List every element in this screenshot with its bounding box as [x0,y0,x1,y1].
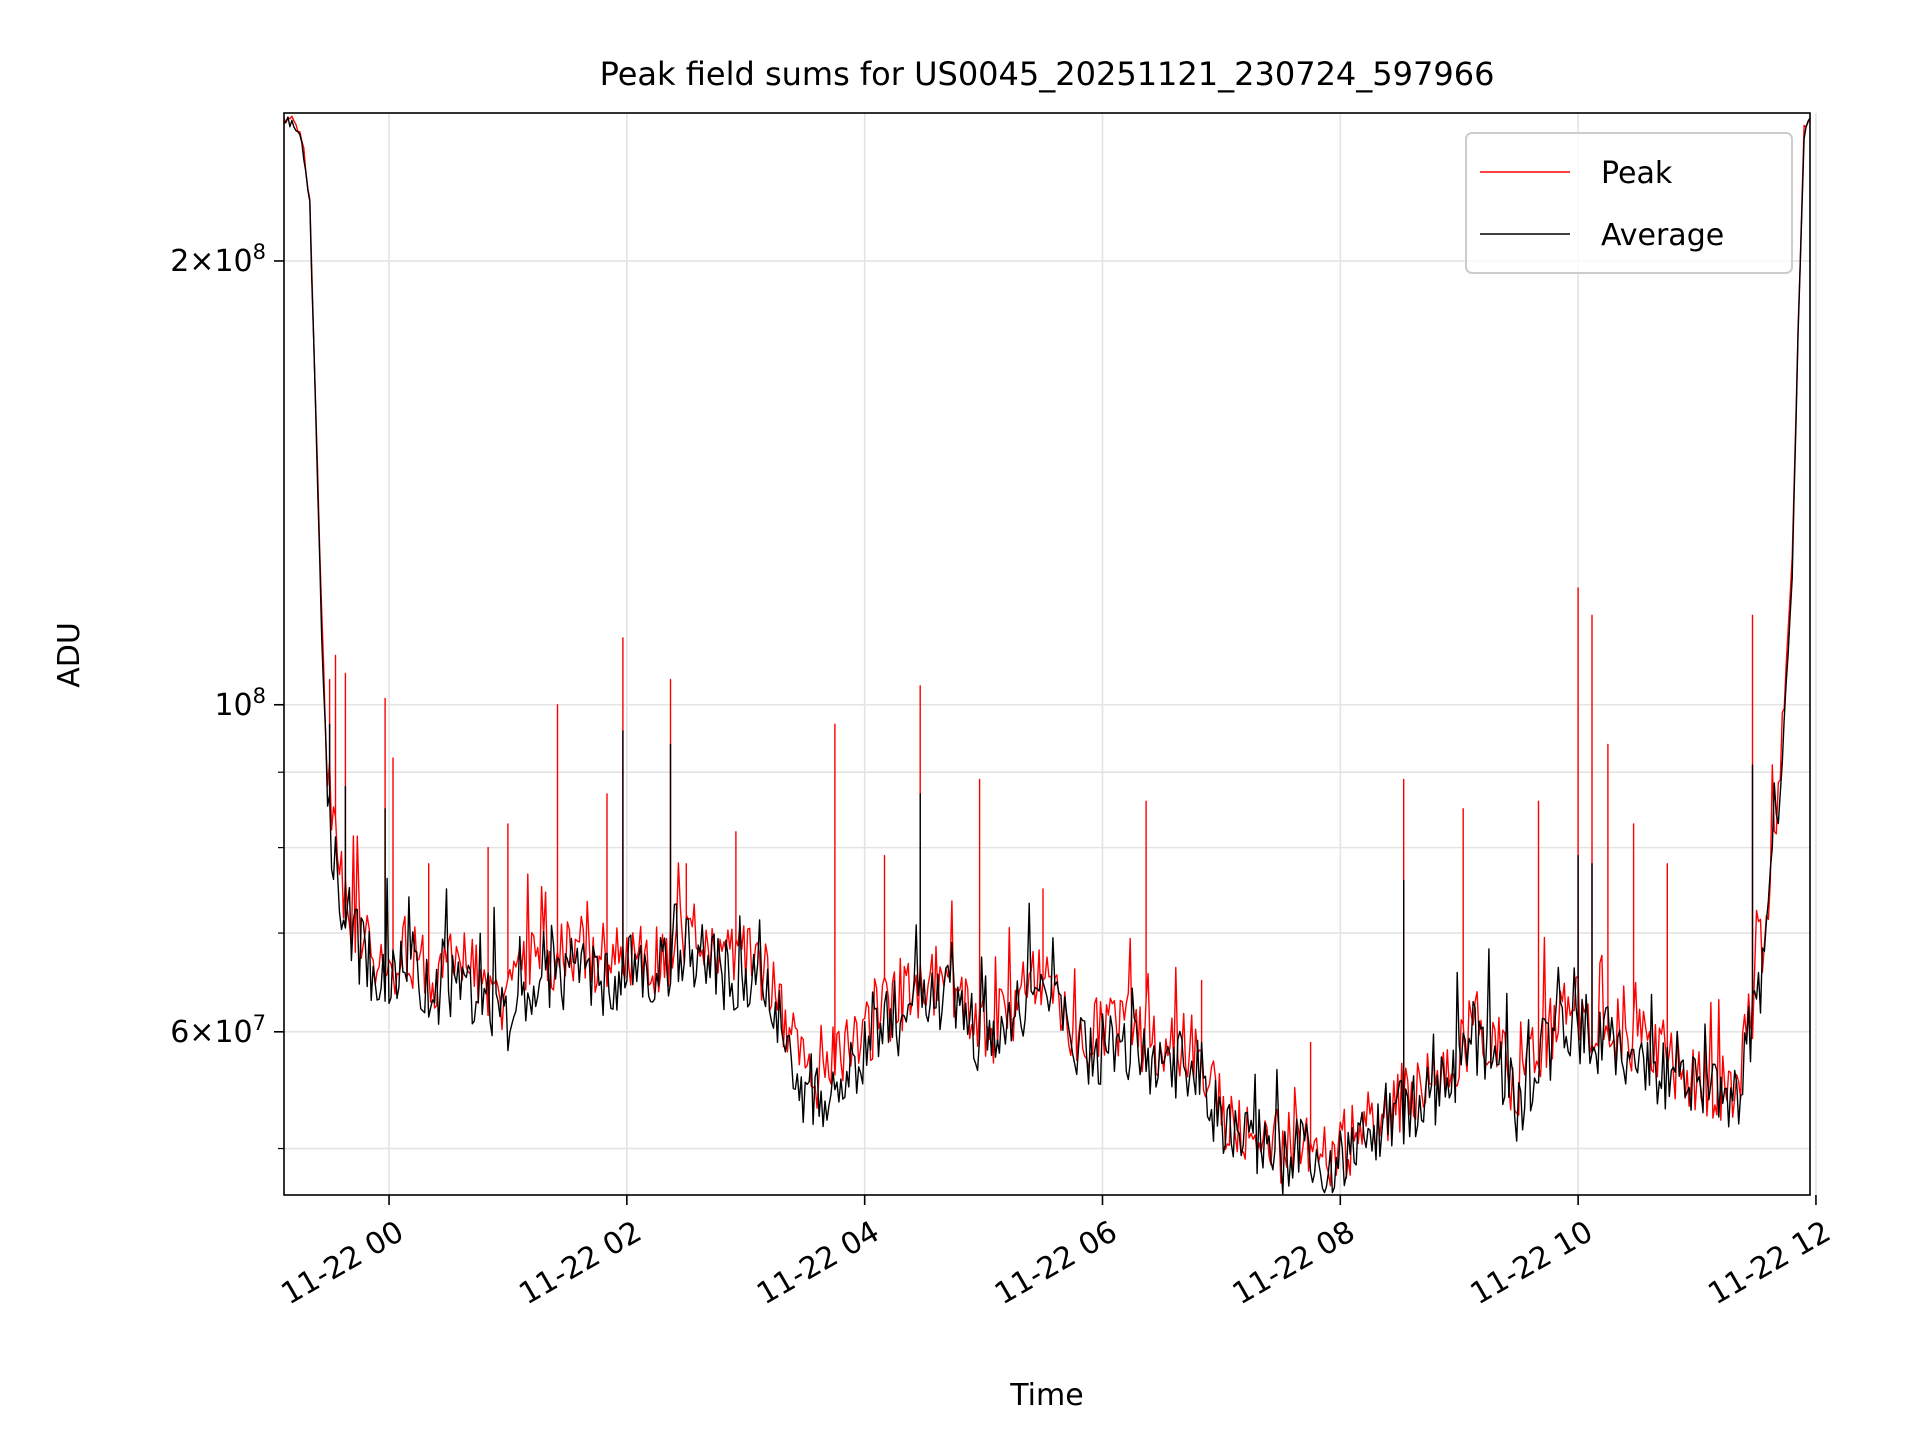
y-axis-label: ADU [52,622,87,688]
x-tick-label: 11-22 06 [989,1214,1123,1312]
y-tick-label: 108 [214,684,266,723]
x-tick-label: 11-22 10 [1465,1214,1599,1312]
x-tick-label: 11-22 02 [513,1214,647,1312]
y-tick-label: 2×108 [170,240,266,279]
x-tick-label: 11-22 08 [1227,1214,1361,1312]
x-tick-label: 11-22 00 [276,1214,410,1312]
x-axis-label: Time [1009,1378,1083,1413]
grid-layer [284,113,1817,1195]
series-layer [284,115,1810,1195]
series-line-average [284,116,1810,1195]
legend: Peak Average [1465,132,1793,274]
x-tick-label: 11-22 04 [751,1214,885,1312]
series-line-peak [284,115,1810,1187]
legend-box [1465,132,1793,274]
legend-average-label: Average [1601,218,1724,253]
legend-peak-label: Peak [1601,156,1673,191]
y-tick-label: 6×107 [170,1011,266,1050]
x-tick-label: 11-22 12 [1702,1214,1836,1312]
chart-title: Peak field sums for US0045_20251121_2307… [600,55,1495,93]
plot-frame [283,112,1811,1196]
axis-layer: 11-22 00 11-22 02 11-22 04 11-22 06 11-22 08… [170,240,1837,1312]
